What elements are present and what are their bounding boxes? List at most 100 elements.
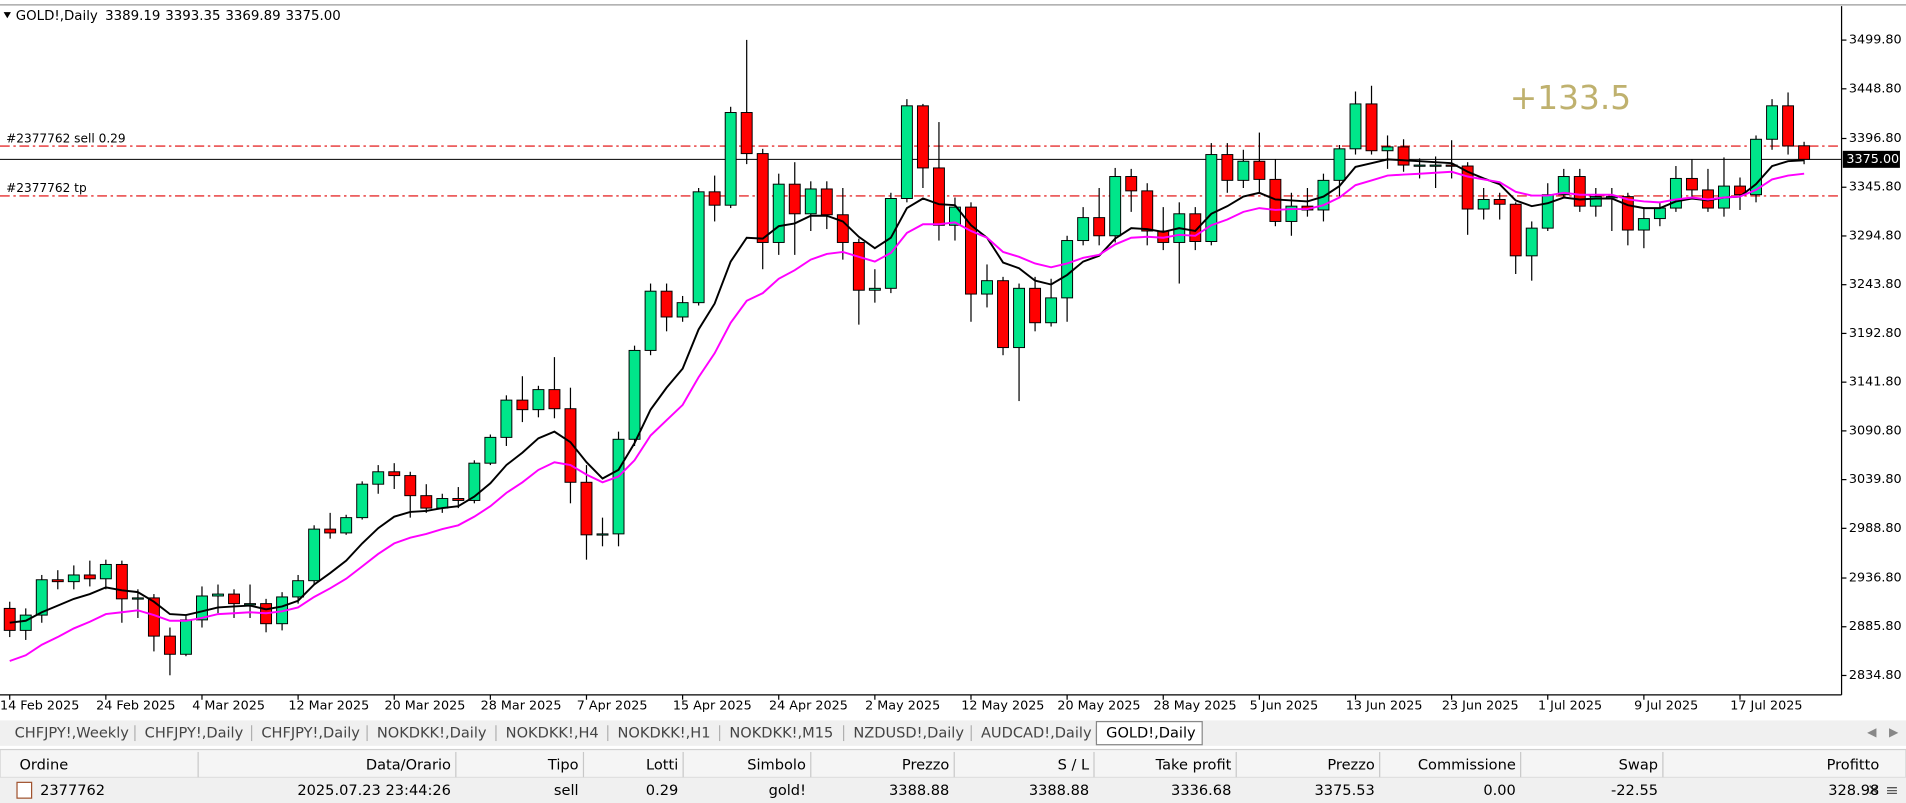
x-tick-label: 7 Apr 2025 xyxy=(577,698,648,713)
x-tick-label: 12 Mar 2025 xyxy=(288,698,369,713)
candle-body xyxy=(500,399,513,438)
tab[interactable]: NOKDKK!,H4 xyxy=(506,725,599,742)
column-header: Prezzo xyxy=(1327,756,1374,773)
tab[interactable]: NZDUSD!,Daily xyxy=(853,725,964,742)
column-header: S / L xyxy=(1058,756,1090,773)
y-tick-label: 2936.80 xyxy=(1849,571,1902,586)
candle-body xyxy=(580,481,593,536)
candle-body xyxy=(868,287,881,291)
candle-body xyxy=(532,389,545,411)
candle-body xyxy=(1798,145,1811,160)
x-tick-label: 28 May 2025 xyxy=(1154,698,1237,713)
candle-body xyxy=(1317,179,1330,211)
candle-body xyxy=(884,198,897,289)
table-row-bg xyxy=(0,777,1906,803)
candle-body xyxy=(564,408,577,483)
column-header: Tipo xyxy=(547,756,579,773)
candle-body xyxy=(949,206,961,226)
cell: sell xyxy=(554,782,579,799)
candle-body xyxy=(228,593,240,605)
candle-body xyxy=(1750,138,1762,196)
column-header: Lotti xyxy=(646,756,678,773)
candle-body xyxy=(708,191,721,206)
x-tick-label: 2 May 2025 xyxy=(865,698,940,713)
close-order[interactable]: ✕ xyxy=(1867,780,1880,799)
candle-body xyxy=(1077,217,1090,242)
candle-body xyxy=(1141,190,1154,232)
candle-body xyxy=(1461,165,1474,210)
candle-body xyxy=(308,528,321,582)
y-tick-label: 2834.80 xyxy=(1849,668,1902,683)
candle-body xyxy=(965,206,977,295)
tab[interactable]: NOKDKK!,M15 xyxy=(729,725,833,742)
candle-body xyxy=(740,112,753,155)
open: 3389.19 xyxy=(105,9,160,24)
candle-body xyxy=(1365,103,1378,152)
symbol: GOLD!,Daily xyxy=(16,9,98,24)
y-tick-label: 3039.80 xyxy=(1849,472,1902,487)
y-tick-label: 3243.80 xyxy=(1849,277,1902,292)
tab-active xyxy=(1095,720,1203,746)
candle-body xyxy=(516,399,529,411)
tab-scroll-right[interactable]: ▶ xyxy=(1889,725,1899,739)
menu[interactable]: ≡ xyxy=(1885,780,1898,799)
x-tick-label: 15 Apr 2025 xyxy=(673,698,752,713)
column-header: Ordine xyxy=(19,756,68,773)
tab[interactable]: CHFJPY!,Daily xyxy=(145,725,244,742)
candle-body xyxy=(1221,154,1234,181)
candle-body xyxy=(1125,176,1138,192)
candle-body xyxy=(900,105,913,199)
candle-body xyxy=(724,112,737,206)
candle-body xyxy=(916,105,929,169)
candle-body xyxy=(372,471,385,485)
y-tick-label: 2988.80 xyxy=(1849,521,1902,536)
y-tick-label: 3499.80 xyxy=(1849,33,1902,48)
candle-body xyxy=(388,471,401,477)
candle-body xyxy=(1782,105,1795,147)
tab-scroll-left[interactable]: ◀ xyxy=(1867,725,1877,739)
y-tick-label: 3448.80 xyxy=(1849,81,1902,96)
x-tick-label: 28 Mar 2025 xyxy=(481,698,562,713)
y-tick-label: 3141.80 xyxy=(1849,375,1902,390)
candle-body xyxy=(35,579,48,616)
x-tick-label: 23 Jun 2025 xyxy=(1442,698,1519,713)
candle-body xyxy=(1013,287,1026,349)
candle-body xyxy=(1653,207,1666,220)
tab[interactable]: GOLD!,Daily xyxy=(1106,725,1196,742)
candle-body xyxy=(1685,177,1698,191)
candle-body xyxy=(1557,176,1570,196)
x-tick-label: 17 Jul 2025 xyxy=(1730,698,1802,713)
candle-body xyxy=(1237,160,1250,181)
tab[interactable]: NOKDKK!,H1 xyxy=(618,725,711,742)
moving-average xyxy=(9,170,1805,662)
order-label: #2377762 tp xyxy=(6,181,87,195)
candle-body xyxy=(420,495,433,509)
quote-header: GOLD!,Daily 3389.19 3393.35 3369.89 3375.00 xyxy=(16,9,341,24)
candle-body xyxy=(997,280,1009,349)
candle-body xyxy=(212,593,224,597)
candle-body xyxy=(324,528,337,534)
candle-body xyxy=(644,290,657,351)
y-tick-label: 3345.80 xyxy=(1849,180,1902,195)
x-tick-label: 5 Jun 2025 xyxy=(1250,698,1319,713)
profit-annotation: +133.5 xyxy=(1510,79,1631,117)
candle-body xyxy=(180,619,192,655)
candle-body xyxy=(981,280,993,295)
candle-body xyxy=(484,436,497,464)
candle-body xyxy=(932,167,945,226)
candle-body xyxy=(804,188,817,215)
tab[interactable]: NOKDKK!,Daily xyxy=(377,725,487,742)
candle-body xyxy=(612,438,625,535)
tab[interactable]: CHFJPY!,Daily xyxy=(261,725,360,742)
menu-arrow[interactable] xyxy=(3,12,11,19)
tab[interactable]: CHFJPY!,Weekly xyxy=(15,725,130,742)
moving-average xyxy=(9,158,1805,624)
candle-body xyxy=(83,574,96,580)
tab[interactable]: AUDCAD!,Daily xyxy=(981,725,1092,742)
cell: 2025.07.23 23:44:26 xyxy=(297,782,451,799)
column-header: Profitto xyxy=(1827,756,1880,773)
candle-body xyxy=(628,349,641,440)
